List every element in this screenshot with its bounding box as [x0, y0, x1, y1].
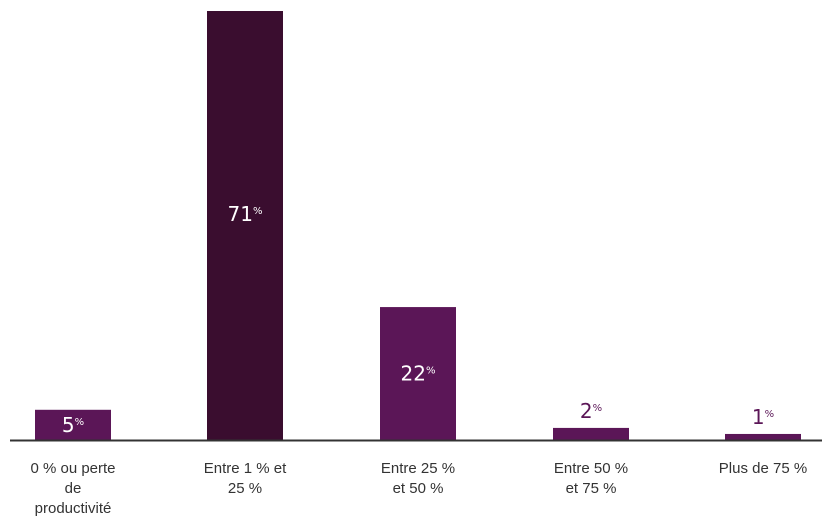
bar-value-number: 5	[62, 413, 75, 437]
bar-value-unit: %	[426, 366, 436, 377]
category-label-1: Entre 1 % et 25 %	[204, 460, 287, 497]
category-label-4: Plus de 75 %	[719, 460, 807, 477]
category-label-line: Entre 25 %	[381, 460, 455, 477]
category-label-line: et 50 %	[393, 480, 444, 497]
category-label-2: Entre 25 % et 50 %	[381, 460, 455, 497]
category-label-line: Entre 50 %	[554, 460, 628, 477]
category-label-line: productivité	[35, 500, 112, 517]
bar-value-number: 71	[228, 202, 253, 226]
category-label-line: 25 %	[228, 480, 262, 497]
category-label-0: 0 % ou perte de productivité	[30, 460, 115, 517]
bar-2	[380, 307, 456, 440]
bar-1	[207, 11, 283, 440]
category-label-line: Plus de 75 %	[719, 460, 807, 477]
category-label-3: Entre 50 % et 75 %	[554, 460, 628, 497]
bar-value-label-0: 5%	[62, 413, 84, 437]
category-label-line: Entre 1 % et	[204, 460, 287, 477]
category-label-line: 0 % ou perte	[30, 460, 115, 477]
bar-4	[725, 433, 801, 440]
bar-value-label-1: 71%	[228, 202, 263, 226]
category-label-line: de	[65, 480, 82, 497]
bar-value-number: 2	[580, 399, 593, 423]
category-label-line: et 75 %	[566, 480, 617, 497]
bar-3	[553, 427, 629, 440]
bar-value-label-3: 2%	[580, 399, 602, 423]
bar-value-number: 22	[401, 362, 426, 386]
bar-value-unit: %	[765, 409, 775, 420]
bar-value-label-2: 22%	[401, 362, 436, 386]
bar-value-unit: %	[75, 417, 85, 428]
bar-0	[35, 409, 111, 440]
bar-value-number: 1	[752, 405, 765, 429]
bar-value-unit: %	[593, 403, 603, 414]
bar-value-label-4: 1%	[752, 405, 774, 429]
bar-value-unit: %	[253, 206, 263, 217]
